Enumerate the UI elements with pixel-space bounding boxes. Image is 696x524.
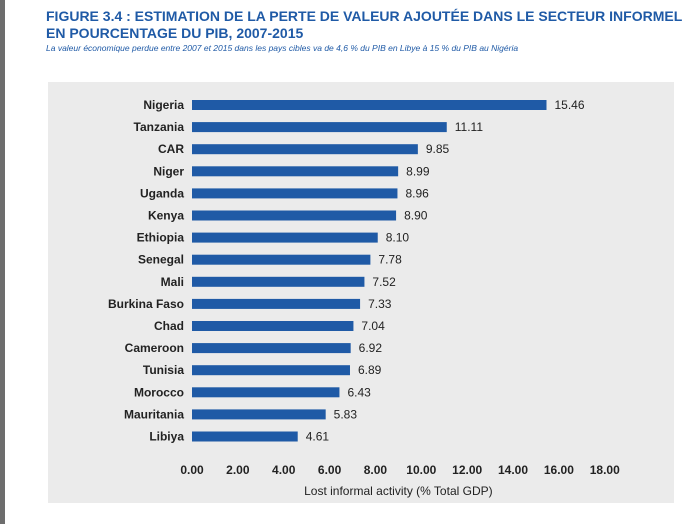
x-axis-title: Lost informal activity (% Total GDP) — [304, 484, 493, 498]
value-label: 5.83 — [334, 407, 358, 421]
figure-subtitle: La valeur économique perdue entre 2007 e… — [46, 43, 519, 53]
category-label: CAR — [158, 142, 184, 156]
bar-chart: Nigeria Tanzania CAR Niger Uganda Kenya Ethiop… — [108, 98, 620, 498]
chart-panel: Nigeria Tanzania CAR Niger Uganda Kenya Ethiop… — [48, 82, 674, 503]
category-label: Kenya — [148, 209, 184, 223]
value-label: 8.99 — [406, 164, 430, 178]
x-tick-label: 0.00 — [180, 463, 204, 477]
category-label: Morocco — [134, 385, 184, 399]
bar — [192, 254, 371, 265]
bar — [192, 365, 350, 376]
value-label: 6.89 — [358, 363, 382, 377]
value-label: 4.61 — [306, 430, 330, 444]
value-labels: 15.46 11.11 9.85 8.99 8.96 8.90 8.10 7.78 7.52 7.… — [306, 98, 585, 444]
category-label: Uganda — [140, 186, 184, 200]
value-label: 7.33 — [368, 297, 392, 311]
value-label: 11.11 — [455, 120, 484, 134]
x-tick-label: 14.00 — [498, 463, 528, 477]
value-label: 7.78 — [378, 253, 402, 267]
category-label: Niger — [153, 164, 184, 178]
category-label: Tunisia — [143, 363, 184, 377]
x-tick-label: 10.00 — [406, 463, 436, 477]
bar — [192, 276, 365, 287]
category-label: Tanzania — [134, 120, 185, 134]
category-label: Ethiopia — [137, 231, 185, 245]
figure-title: FIGURE 3.4 : ESTIMATION DE LA PERTE DE V… — [46, 8, 683, 41]
bar — [192, 321, 354, 331]
category-label: Libiya — [149, 430, 184, 444]
x-tick-label: 4.00 — [272, 463, 296, 477]
bar — [192, 343, 351, 354]
x-tick-labels: 0.00 2.00 4.00 6.00 8.00 10.00 12.00 14.00 16.00… — [180, 463, 620, 477]
bars-layer — [192, 100, 547, 442]
bar — [192, 144, 418, 155]
x-tick-label: 16.00 — [544, 463, 574, 477]
value-label: 8.10 — [386, 231, 410, 245]
bar — [192, 100, 547, 110]
bar — [192, 298, 361, 309]
category-label: Burkina Faso — [108, 297, 184, 311]
value-label: 15.46 — [554, 98, 584, 112]
x-tick-label: 2.00 — [226, 463, 250, 477]
bar — [192, 122, 447, 133]
category-label: Nigeria — [143, 98, 184, 112]
x-tick-label: 18.00 — [590, 463, 620, 477]
category-label: Chad — [154, 319, 184, 333]
value-label: 8.96 — [405, 186, 429, 200]
bar — [192, 188, 398, 199]
category-label: Senegal — [138, 253, 184, 267]
value-label: 6.43 — [347, 385, 371, 399]
value-label: 6.92 — [359, 341, 383, 355]
bar — [192, 232, 378, 243]
value-label: 8.90 — [404, 209, 428, 223]
x-tick-label: 8.00 — [364, 463, 388, 477]
bar — [192, 387, 340, 398]
x-tick-label: 12.00 — [452, 463, 482, 477]
category-label: Mauritania — [124, 407, 184, 421]
bar — [192, 166, 399, 177]
bar — [192, 409, 326, 420]
bar — [192, 210, 397, 221]
value-label: 7.04 — [361, 319, 385, 333]
value-label: 9.85 — [426, 142, 450, 156]
window-left-edge — [0, 0, 5, 524]
category-label: Mali — [161, 275, 184, 289]
category-labels: Nigeria Tanzania CAR Niger Uganda Kenya Ethiop… — [108, 98, 184, 444]
x-tick-label: 6.00 — [318, 463, 342, 477]
value-label: 7.52 — [372, 275, 396, 289]
bar — [192, 431, 298, 442]
category-label: Cameroon — [125, 341, 184, 355]
